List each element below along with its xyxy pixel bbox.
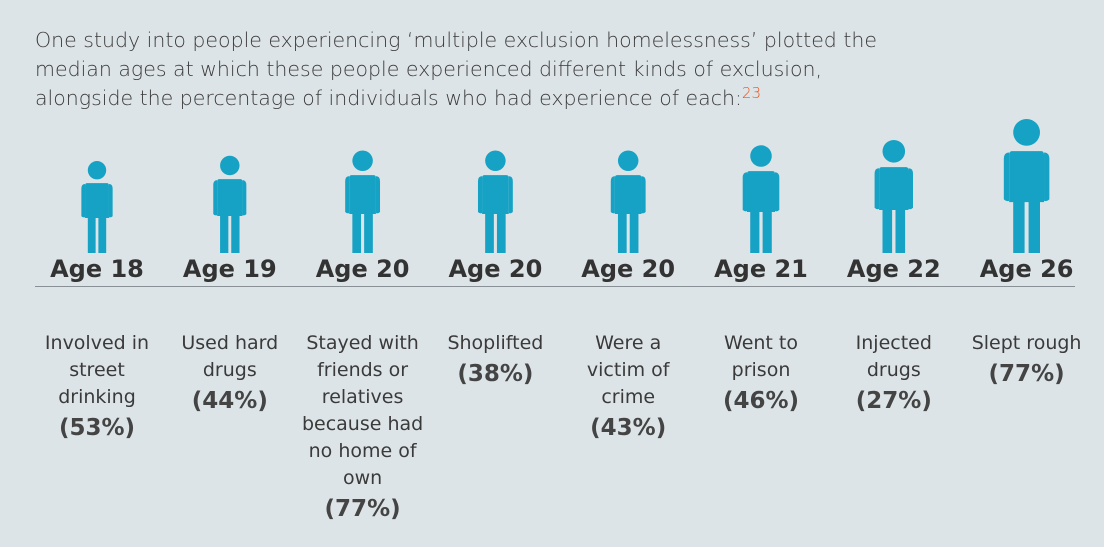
arm — [81, 184, 86, 218]
person-figure — [477, 150, 513, 253]
age-label: Age 21 — [714, 255, 808, 283]
arm — [345, 176, 350, 214]
percentage-label: (44%) — [191, 388, 268, 414]
arm — [874, 168, 880, 210]
age-label: Age 20 — [581, 255, 676, 283]
leg — [485, 209, 494, 253]
description: Used hard drugs — [181, 332, 279, 381]
person-figure — [1003, 119, 1050, 253]
description: Injected drugs — [855, 332, 932, 381]
age-label: Age 18 — [50, 255, 144, 283]
description: Stayed with friends or relatives because… — [301, 332, 424, 489]
description-column: Injected drugs (27%) — [833, 330, 955, 416]
leg — [882, 205, 893, 253]
person-figure — [213, 155, 247, 253]
torso — [746, 171, 776, 213]
percentage-label: (38%) — [457, 361, 534, 387]
head — [750, 145, 772, 167]
description: Involved in street drinking — [44, 332, 150, 408]
head — [220, 155, 240, 176]
leg — [352, 209, 362, 253]
leg — [617, 209, 627, 253]
head — [87, 161, 107, 180]
description: Were a victim of crime — [586, 332, 670, 408]
leg — [98, 214, 107, 253]
description-column: Went to prison (46%) — [700, 330, 822, 416]
percentage-label: (53%) — [58, 415, 136, 441]
torso — [614, 175, 642, 215]
torso — [217, 179, 243, 217]
arm — [108, 184, 113, 218]
description-column: Used hard drugs (44%) — [169, 330, 291, 416]
head — [617, 150, 639, 171]
age-label: Age 22 — [846, 255, 941, 283]
percentage-label: (77%) — [988, 361, 1065, 387]
description-column: Stayed with friends or relatives because… — [302, 330, 424, 524]
divider — [35, 286, 1075, 287]
head — [352, 150, 373, 171]
title: One study into people experiencing ‘mult… — [35, 28, 877, 110]
leg — [1013, 196, 1025, 253]
arm — [213, 180, 218, 216]
description-column: Shoplifted (38%) — [434, 330, 556, 389]
arm — [775, 172, 780, 212]
person-figure — [610, 150, 646, 253]
footnote-ref: 23 — [741, 84, 761, 102]
person-figure — [345, 150, 381, 253]
leg — [87, 214, 96, 253]
person-figure — [81, 161, 113, 253]
age-label: Age 20 — [448, 255, 543, 283]
torso — [349, 175, 376, 215]
torso — [482, 175, 509, 215]
arm — [908, 168, 914, 210]
arm — [742, 172, 747, 212]
person-figure — [874, 140, 914, 253]
percentage-label: (77%) — [324, 496, 401, 522]
arm — [1044, 152, 1050, 202]
leg — [231, 212, 240, 253]
torso — [1009, 151, 1045, 203]
description-column: Involved in street drinking (53%) — [36, 330, 158, 443]
arm — [1003, 152, 1010, 202]
percentage-label: (27%) — [855, 388, 932, 414]
torso — [879, 167, 909, 211]
head — [1013, 119, 1040, 146]
arm — [508, 176, 513, 214]
person-figure — [742, 145, 780, 253]
arm — [477, 176, 483, 214]
arm — [641, 176, 646, 214]
torso — [85, 183, 109, 219]
head — [882, 140, 906, 163]
arm — [610, 176, 615, 214]
description: Slept rough — [971, 332, 1082, 354]
leg — [762, 207, 772, 253]
leg — [496, 209, 506, 253]
age-label: Age 19 — [182, 255, 277, 283]
age-label: Age 20 — [315, 255, 410, 283]
figures — [81, 119, 1050, 253]
leg — [895, 205, 906, 253]
description: Went to prison — [724, 332, 798, 381]
intro-text: One study into people experiencing ‘mult… — [35, 26, 895, 113]
description: Shoplifted — [447, 332, 544, 354]
leg — [364, 209, 373, 253]
leg — [750, 207, 760, 253]
arm — [375, 176, 381, 214]
description-column: Were a victim of crime (43%) — [567, 330, 689, 443]
description-column: Slept rough (77%) — [966, 330, 1088, 389]
head — [485, 150, 506, 171]
percentage-label: (46%) — [722, 388, 800, 414]
percentage-label: (43%) — [590, 415, 667, 441]
arm — [242, 180, 247, 216]
leg — [629, 209, 639, 253]
leg — [220, 212, 229, 253]
age-label: Age 26 — [979, 255, 1074, 283]
leg — [1028, 196, 1040, 253]
